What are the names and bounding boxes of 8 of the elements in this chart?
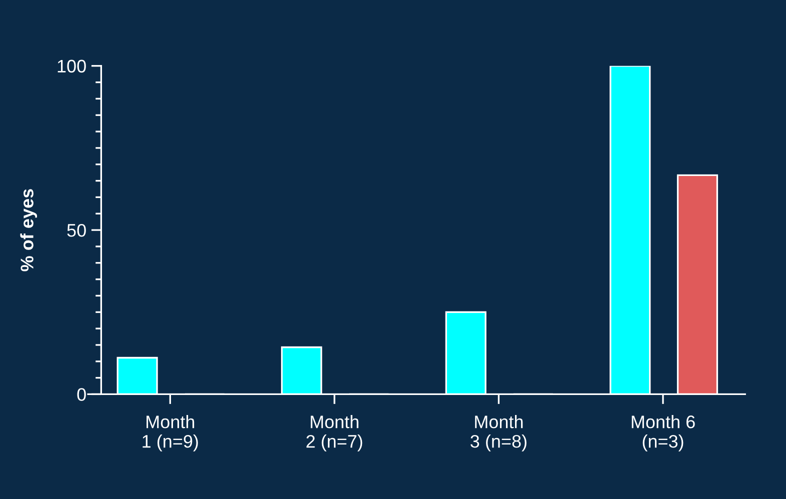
x-tick-label: Month 6 (n=3) bbox=[632, 415, 695, 452]
y-tick-label: 50 bbox=[67, 224, 86, 237]
y-axis-title: % of eyes bbox=[20, 189, 38, 272]
x-tick-label: Month 1 (n=9) bbox=[142, 415, 198, 452]
y-tick-label: 0 bbox=[77, 388, 86, 401]
y-tick-label: 100 bbox=[58, 60, 86, 73]
x-tick-label: Month 3 (n=8) bbox=[470, 415, 526, 452]
x-tick-label: Month 2 (n=7) bbox=[306, 415, 362, 452]
